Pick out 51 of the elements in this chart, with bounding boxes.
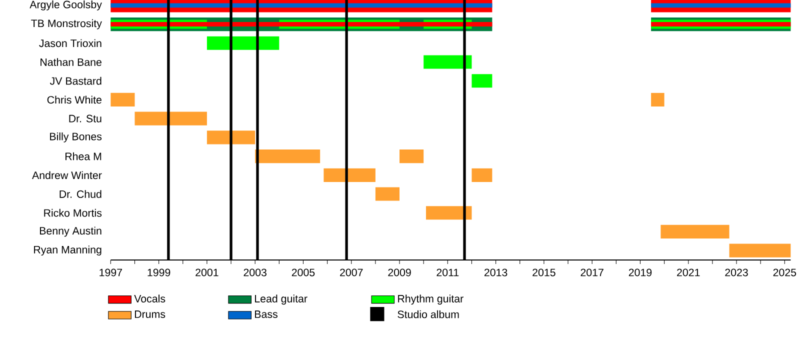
- x-tick-label: 2021: [677, 268, 700, 276]
- bar: [206, 130, 256, 144]
- bar: [651, 92, 664, 107]
- x-tick-label: 2007: [340, 268, 363, 276]
- x-tick-label: 2001: [196, 268, 218, 276]
- y-tick-label: Ricko Mortis: [44, 208, 102, 217]
- legend-label: Studio album: [398, 310, 459, 318]
- bar: [472, 74, 492, 88]
- x-tick-label: 2025: [773, 268, 796, 276]
- bar: [255, 150, 320, 164]
- legend-label: Lead guitar: [255, 294, 308, 305]
- y-tick-label: Dr. Stu: [69, 114, 102, 122]
- x-tick-label: 2009: [388, 268, 411, 276]
- bar: [651, 3, 791, 8]
- y-tick-label: JV Bastard: [50, 76, 102, 85]
- y-tick-label: Nathan Bane: [40, 58, 102, 66]
- y-tick-label: Jason Trioxin: [39, 39, 102, 48]
- y-tick-label: Benny Austin: [40, 226, 102, 237]
- x-tick-label: 2015: [532, 268, 556, 276]
- bar: [400, 150, 424, 164]
- bar: [324, 168, 376, 182]
- bar: [375, 187, 400, 201]
- x-tick-label: 2013: [484, 268, 508, 276]
- y-tick-label: Ryan Manning: [34, 246, 102, 256]
- x-tick-label: 2011: [436, 268, 459, 276]
- legend-label: Vocals: [134, 294, 166, 302]
- y-tick-label: Billy Bones: [50, 132, 102, 142]
- bar: [110, 92, 135, 107]
- x-tick-label: 1997: [100, 268, 122, 276]
- bar: [424, 55, 472, 69]
- bar: [729, 244, 791, 258]
- bar: [426, 206, 472, 220]
- x-tick-label: 2017: [580, 268, 604, 276]
- x-tick-label: 2019: [628, 268, 652, 276]
- x-tick-label: 1999: [148, 268, 170, 276]
- legend-label: Rhythm guitar: [398, 294, 464, 305]
- x-tick-label: 2023: [725, 268, 748, 276]
- y-tick-label: Argyle Goolsby: [30, 0, 102, 10]
- x-tick-label: 2003: [244, 268, 266, 276]
- legend-label: Bass: [255, 310, 278, 318]
- y-tick-label: TB Monstrosity: [31, 19, 102, 30]
- bar: [472, 168, 492, 182]
- bar: [660, 224, 730, 239]
- legend-label: Drums: [134, 310, 166, 318]
- x-tick-label: 2005: [292, 268, 315, 276]
- bar: [134, 112, 207, 126]
- y-tick-label: Dr. Chud: [60, 190, 102, 198]
- bar: [110, 3, 492, 8]
- y-tick-label: Rhea M: [65, 152, 102, 160]
- y-tick-label: Chris White: [47, 96, 102, 104]
- y-tick-label: Andrew Winter: [32, 171, 102, 180]
